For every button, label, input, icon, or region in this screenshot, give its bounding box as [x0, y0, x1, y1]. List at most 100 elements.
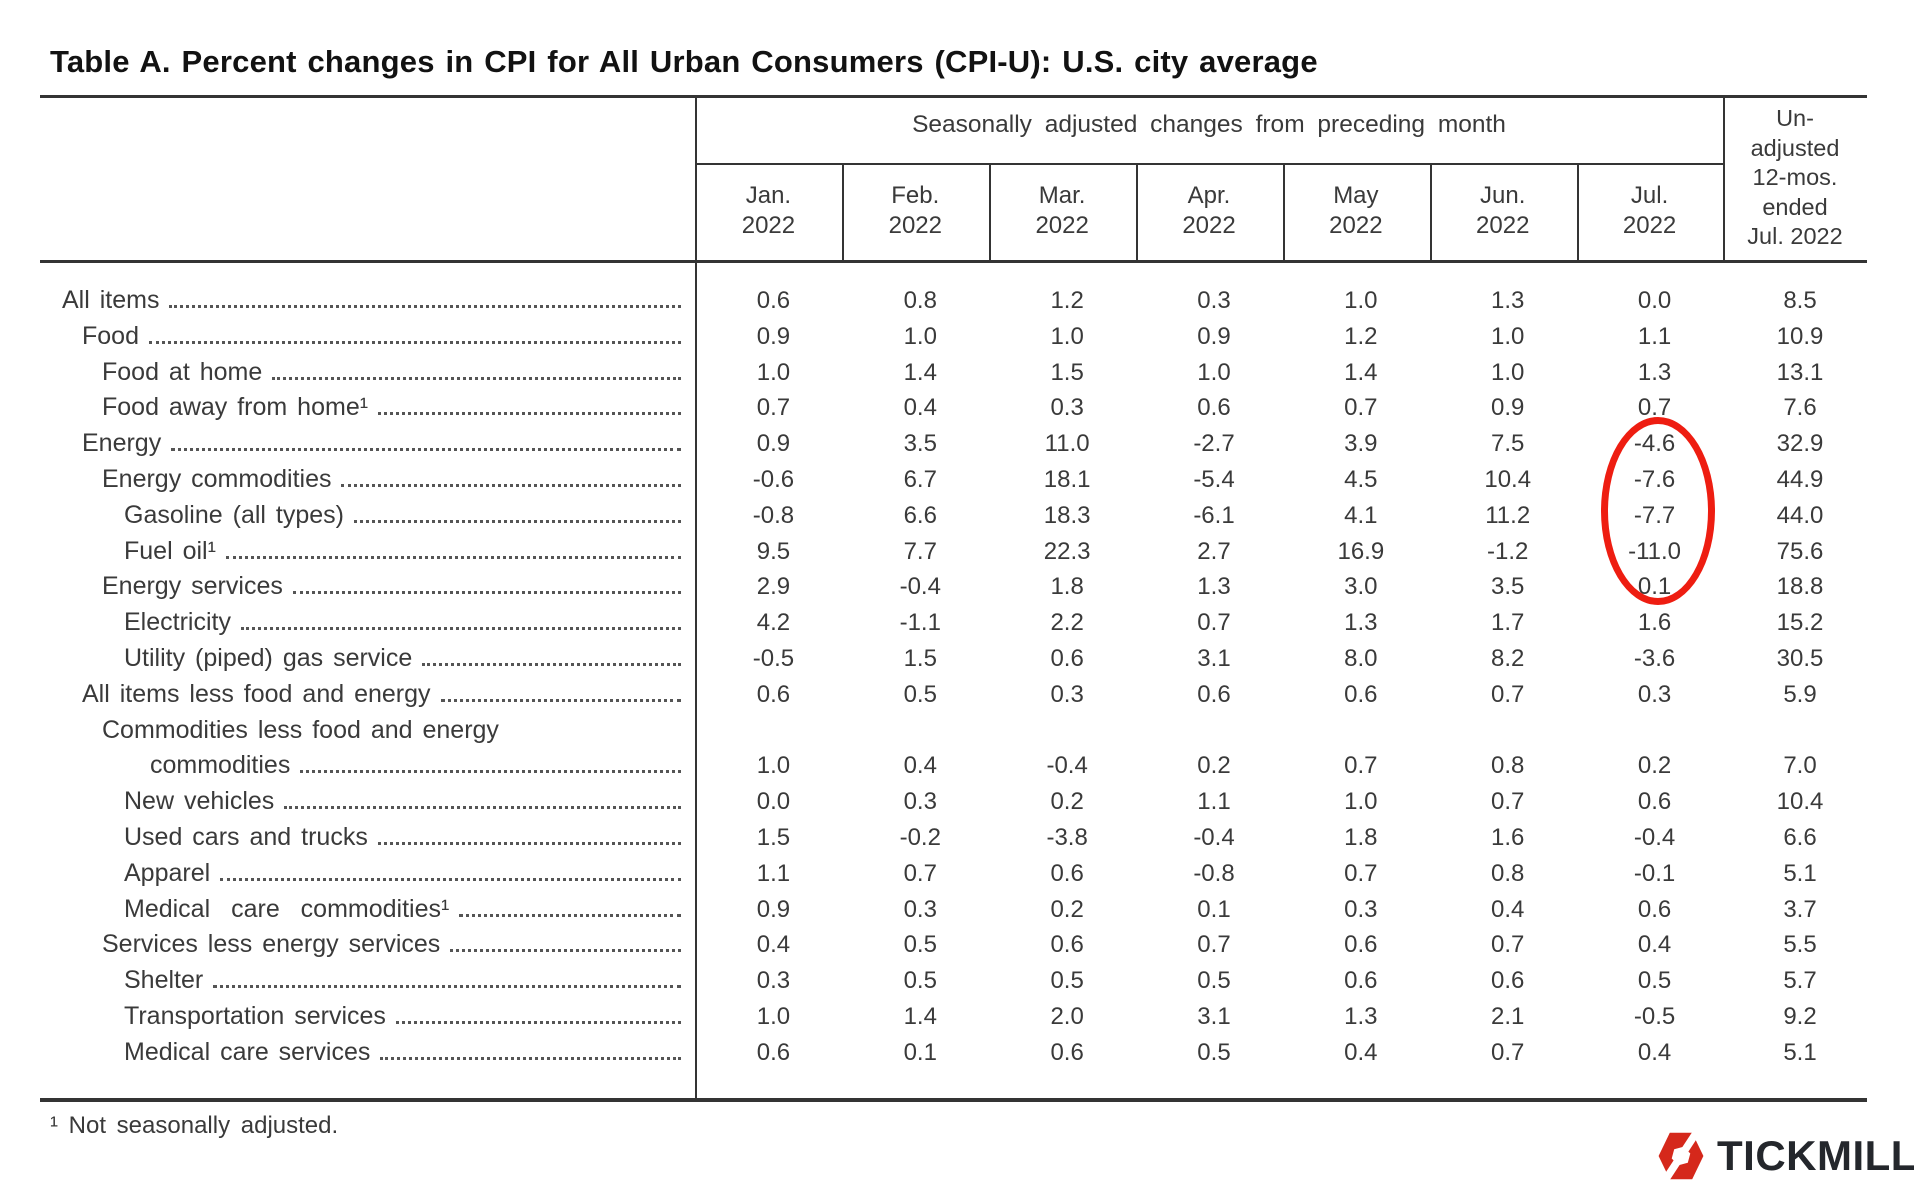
table-row: Used cars and trucks 1.5 -0.2 -3.8 -0.4 1.8 1.… [40, 820, 1867, 856]
value-cell-month-3: 0.3 [1050, 680, 1084, 708]
table-row: Transportation services 1.0 1.4 2.0 3.1 1.3 2.… [40, 999, 1867, 1035]
value-cell-month-5: 8.0 [1344, 644, 1378, 672]
value-cell-month-2: 1.4 [903, 1002, 937, 1030]
row-label-text: Energy commodities [102, 464, 332, 493]
value-cell-month-2: 3.5 [903, 430, 937, 458]
row-values: 1.0 1.4 2.0 3.1 1.3 2.1 -0.5 9.2 [695, 999, 1867, 1035]
value-cell-month-3: 0.2 [1050, 895, 1084, 923]
value-cell-month-1: 0.6 [756, 680, 791, 708]
value-cell-month-5: 0.7 [1344, 394, 1378, 422]
month-header-5: May 2022 [1329, 182, 1383, 239]
row-label: Apparel [40, 856, 695, 892]
value-cell-month-7: 0.3 [1637, 680, 1672, 708]
value-cell-month-5: 0.4 [1344, 1038, 1378, 1066]
dot-leader [341, 483, 681, 487]
value-cell-month-3: 0.6 [1050, 644, 1084, 672]
cpi-table: Seasonally adjusted changes from precedi… [40, 95, 1867, 1104]
value-cell-month-2: 1.5 [903, 644, 937, 672]
month-header-1: Jan. 2022 [741, 182, 796, 239]
value-cell-month-1: 0.4 [756, 931, 791, 959]
value-cell-month-2: -0.2 [899, 823, 941, 851]
dot-leader [422, 662, 681, 666]
row-values: 0.9 0.3 0.2 0.1 0.3 0.4 0.6 3.7 [695, 892, 1867, 928]
row-label-text: Transportation services [124, 1001, 386, 1030]
value-cell-month-6: 0.4 [1491, 895, 1525, 923]
dot-leader [459, 913, 681, 917]
value-cell-month-6: 0.6 [1491, 967, 1525, 995]
row-label-text: Energy services [102, 572, 283, 601]
value-cell-month-6: 0.7 [1491, 788, 1525, 816]
value-cell-month-4: 3.1 [1197, 644, 1231, 672]
value-cell-month-2: 0.3 [903, 895, 937, 923]
value-cell-12mo: 5.7 [1783, 967, 1817, 995]
value-cell-12mo: 75.6 [1776, 537, 1824, 565]
row-values: -0.5 1.5 0.6 3.1 8.0 8.2 -3.6 30.5 [695, 641, 1867, 677]
value-cell-month-4: -0.8 [1193, 859, 1235, 887]
row-label: New vehicles [40, 784, 695, 820]
value-cell-month-5: 1.0 [1344, 287, 1378, 314]
row-values: 0.9 1.0 1.0 0.9 1.2 1.0 1.1 10.9 [695, 319, 1867, 355]
row-label-text: Food away from home¹ [102, 393, 369, 422]
value-cell-month-5: 4.1 [1344, 501, 1378, 529]
value-cell-month-2: 7.7 [903, 537, 937, 565]
table-row: Commodities less food and energy commodit… [40, 713, 1867, 785]
red-highlight-ellipse [1601, 417, 1715, 605]
value-cell-month-6: 8.2 [1491, 644, 1525, 672]
row-label: Utility (piped) gas service [40, 641, 695, 677]
row-label: Food [40, 319, 695, 355]
table-row: Apparel 1.1 0.7 0.6 -0.8 0.7 0.8 -0.1 5.1 [40, 856, 1867, 892]
value-cell-month-4: 2.7 [1197, 537, 1231, 565]
value-cell-month-1: 0.9 [756, 430, 791, 458]
value-cell-12mo: 3.7 [1783, 895, 1817, 923]
stub-column-rule [695, 95, 697, 1100]
value-cell-12mo: 5.5 [1783, 931, 1817, 959]
value-cell-12mo: 44.9 [1776, 465, 1824, 493]
month-separator-rule [1577, 163, 1579, 260]
value-cell-month-4: 0.2 [1197, 752, 1231, 780]
value-cell-month-5: 0.6 [1344, 967, 1378, 995]
value-cell-month-6: 0.7 [1491, 931, 1525, 959]
value-cell-month-1: 0.7 [756, 394, 791, 422]
value-cell-month-6: 11.2 [1485, 501, 1531, 529]
value-cell-month-3: 1.5 [1050, 358, 1084, 386]
value-cell-12mo: 10.4 [1776, 788, 1824, 816]
value-cell-month-7: 1.1 [1637, 322, 1672, 350]
value-cell-month-2: 0.4 [903, 394, 937, 422]
value-cell-month-6: 0.8 [1491, 752, 1525, 780]
value-cell-month-1: 0.9 [756, 895, 791, 923]
value-cell-month-5: 16.9 [1337, 537, 1385, 565]
row-label: Medical care services [40, 1035, 695, 1071]
spanner-header: Seasonally adjusted changes from precedi… [912, 111, 1506, 138]
value-cell-month-6: 1.7 [1491, 609, 1525, 637]
value-cell-month-2: 0.5 [903, 931, 937, 959]
dot-leader [272, 376, 681, 380]
value-cell-12mo: 9.2 [1783, 1002, 1817, 1030]
row-label: All items [40, 283, 695, 319]
value-cell-12mo: 32.9 [1776, 430, 1824, 458]
month-separator-rule [1136, 163, 1138, 260]
value-cell-month-4: 1.1 [1197, 788, 1231, 816]
value-cell-month-3: 22.3 [1043, 537, 1091, 565]
row-label-text: Electricity [124, 608, 231, 637]
dot-leader [377, 841, 681, 845]
month-header-6: Jun. 2022 [1476, 182, 1530, 239]
row-values: 0.6 0.1 0.6 0.5 0.4 0.7 0.4 5.1 [695, 1035, 1867, 1071]
value-cell-month-5: 3.9 [1344, 430, 1378, 458]
tickmill-logo: TICKMILL [1657, 1131, 1914, 1181]
value-cell-month-7: 0.7 [1637, 394, 1672, 422]
value-cell-month-5: 1.4 [1344, 358, 1378, 386]
value-cell-month-1: 0.6 [756, 1038, 791, 1066]
value-cell-month-3: 0.6 [1050, 1038, 1084, 1066]
value-cell-12mo: 10.9 [1776, 322, 1824, 350]
value-cell-month-7: 0.4 [1637, 1038, 1672, 1066]
dot-leader [169, 305, 681, 308]
value-cell-month-7: 1.6 [1637, 609, 1672, 637]
row-label: Food away from home¹ [40, 390, 695, 426]
value-cell-month-3: 18.3 [1043, 501, 1091, 529]
dot-leader [353, 519, 681, 523]
value-cell-month-7: 0.6 [1637, 895, 1672, 923]
value-cell-month-6: 0.9 [1491, 394, 1525, 422]
row-label-text: Energy [82, 429, 162, 458]
row-values: 0.3 0.5 0.5 0.5 0.6 0.6 0.5 5.7 [695, 963, 1867, 999]
value-cell-12mo: 7.0 [1783, 752, 1817, 780]
